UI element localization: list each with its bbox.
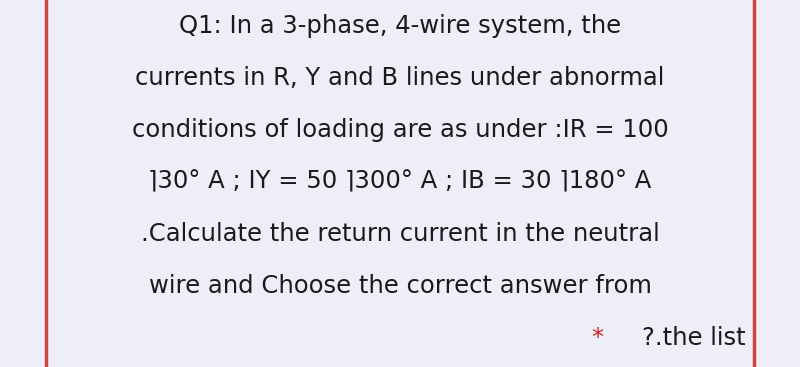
Text: ?.the list: ?.the list	[642, 326, 746, 350]
Text: conditions of loading are as under :IR = 100: conditions of loading are as under :IR =…	[132, 118, 668, 142]
Text: ⌉30° A ; IY = 50 ⌉300° A ; IB = 30 ⌉180° A: ⌉30° A ; IY = 50 ⌉300° A ; IB = 30 ⌉180°…	[148, 170, 652, 194]
Text: Q1: In a 3-phase, 4-wire system, the: Q1: In a 3-phase, 4-wire system, the	[179, 14, 621, 38]
Text: currents in R, Y and B lines under abnormal: currents in R, Y and B lines under abnor…	[135, 66, 665, 90]
Text: .Calculate the return current in the neutral: .Calculate the return current in the neu…	[141, 222, 659, 246]
Text: wire and Choose the correct answer from: wire and Choose the correct answer from	[149, 274, 651, 298]
Text: *: *	[592, 326, 612, 350]
